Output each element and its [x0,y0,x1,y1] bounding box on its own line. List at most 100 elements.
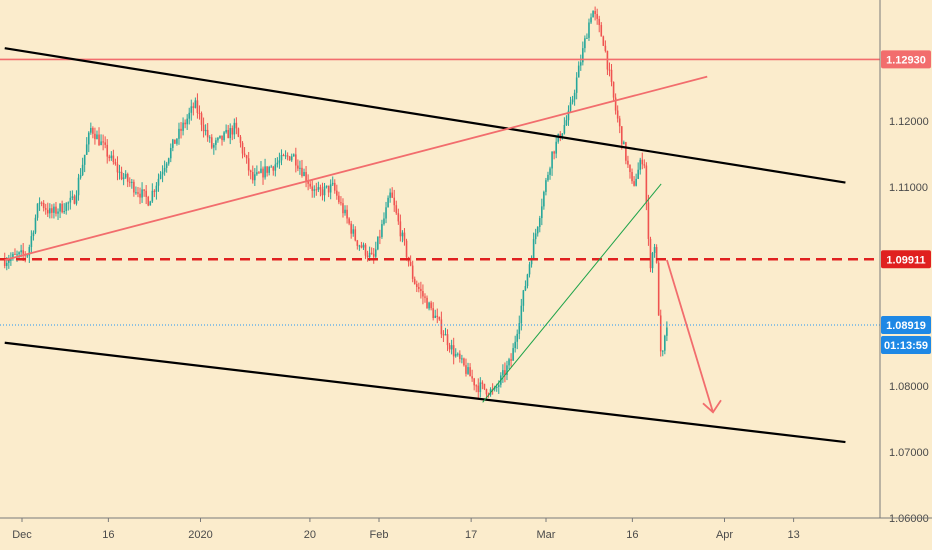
time-tick-label: 20 [304,529,316,541]
candle-body [153,190,156,192]
candle-body [126,173,129,182]
candle-body [387,197,389,208]
candle-body [260,168,262,173]
candle-body [213,144,215,148]
candle-body [461,358,463,360]
candle-body [659,315,662,352]
candle-body [545,180,547,192]
candle-body [338,195,340,203]
candle-body [415,284,418,287]
candle-body [620,126,623,145]
candle-body [42,202,45,209]
candle-body [625,142,627,161]
candle-body [120,171,123,180]
candle-body [186,118,188,125]
candle-body [352,229,355,234]
candles-layer [3,6,668,399]
candle-body [495,386,498,388]
candle-body [100,141,102,146]
candle-body [225,129,227,133]
candle-body [354,229,357,241]
candle-body [377,236,379,250]
candle-body [592,11,594,18]
candle-body [243,153,246,156]
candle-body [8,260,10,263]
candle-body [616,110,619,119]
candle-body [565,120,568,125]
candle-body [389,192,391,198]
candle-body [169,147,172,159]
candle-body [405,240,408,258]
candle-body [75,195,78,204]
candle-body [268,166,270,173]
time-tick-label: Mar [537,529,556,541]
candle-body [598,18,601,26]
time-tick-label: Apr [716,529,733,541]
time-tick-label: 2020 [188,529,212,541]
candle-body [608,69,611,71]
candle-body [639,159,642,170]
candle-body [229,128,232,139]
candle-body [254,174,256,181]
candle-body [292,154,295,157]
candle-body [194,100,197,108]
candle-body [600,25,603,37]
candle-body [428,302,430,309]
candle-body [614,97,617,111]
price-axis[interactable]: 1.12000 1.11000 1.08000 1.07000 1.06000 [879,0,929,525]
candle-body [67,202,70,204]
candle-body [516,333,519,342]
candle-body [485,389,488,395]
candle-body [471,376,473,379]
candle-body [204,129,207,132]
candle-body [522,290,525,306]
candle-body [512,348,514,361]
candle-body [348,218,350,224]
candle-body [532,239,535,259]
candle-body [661,350,664,352]
time-tick-label: 16 [102,529,114,541]
candle-body [219,135,221,138]
candle-body [571,99,574,103]
trendline-rising-resistance [4,75,708,261]
candle-body [87,132,90,145]
candle-body [504,370,506,375]
time-axis[interactable]: Dec 16 2020 20 Feb 17 Mar 16 Apr 13 [0,517,932,541]
candle-body [208,137,211,139]
candle-body [364,244,367,256]
candle-body [623,142,625,145]
candle-body [327,185,330,193]
candle-body [262,168,264,178]
candle-body [573,92,576,100]
price-tag-1.12930: 1.12930 [886,54,926,66]
candle-body [469,367,471,377]
candle-body [30,236,33,248]
time-tick-label: 13 [787,529,799,541]
candle-body [49,208,51,214]
candle-body [325,185,328,187]
candle-body [284,155,287,157]
time-tick-label: 16 [626,529,638,541]
candle-body [631,172,633,182]
candle-body [20,250,22,253]
candle-body [331,182,334,185]
candle-body [543,191,545,207]
candle-body [258,172,260,174]
time-tick-label: Dec [12,529,32,541]
candle-body [411,265,414,279]
candle-body [133,181,135,193]
candle-body [249,170,252,173]
candle-body [588,22,590,38]
candle-body [104,142,106,145]
candle-body [157,178,160,186]
candle-body [51,208,53,213]
candle-body [286,155,289,157]
candle-body [602,36,605,46]
candle-body [586,37,588,39]
candle-body [163,167,166,172]
candle-body [319,187,322,190]
candle-body [297,165,299,169]
candle-body [448,345,451,350]
candle-body [55,206,57,214]
